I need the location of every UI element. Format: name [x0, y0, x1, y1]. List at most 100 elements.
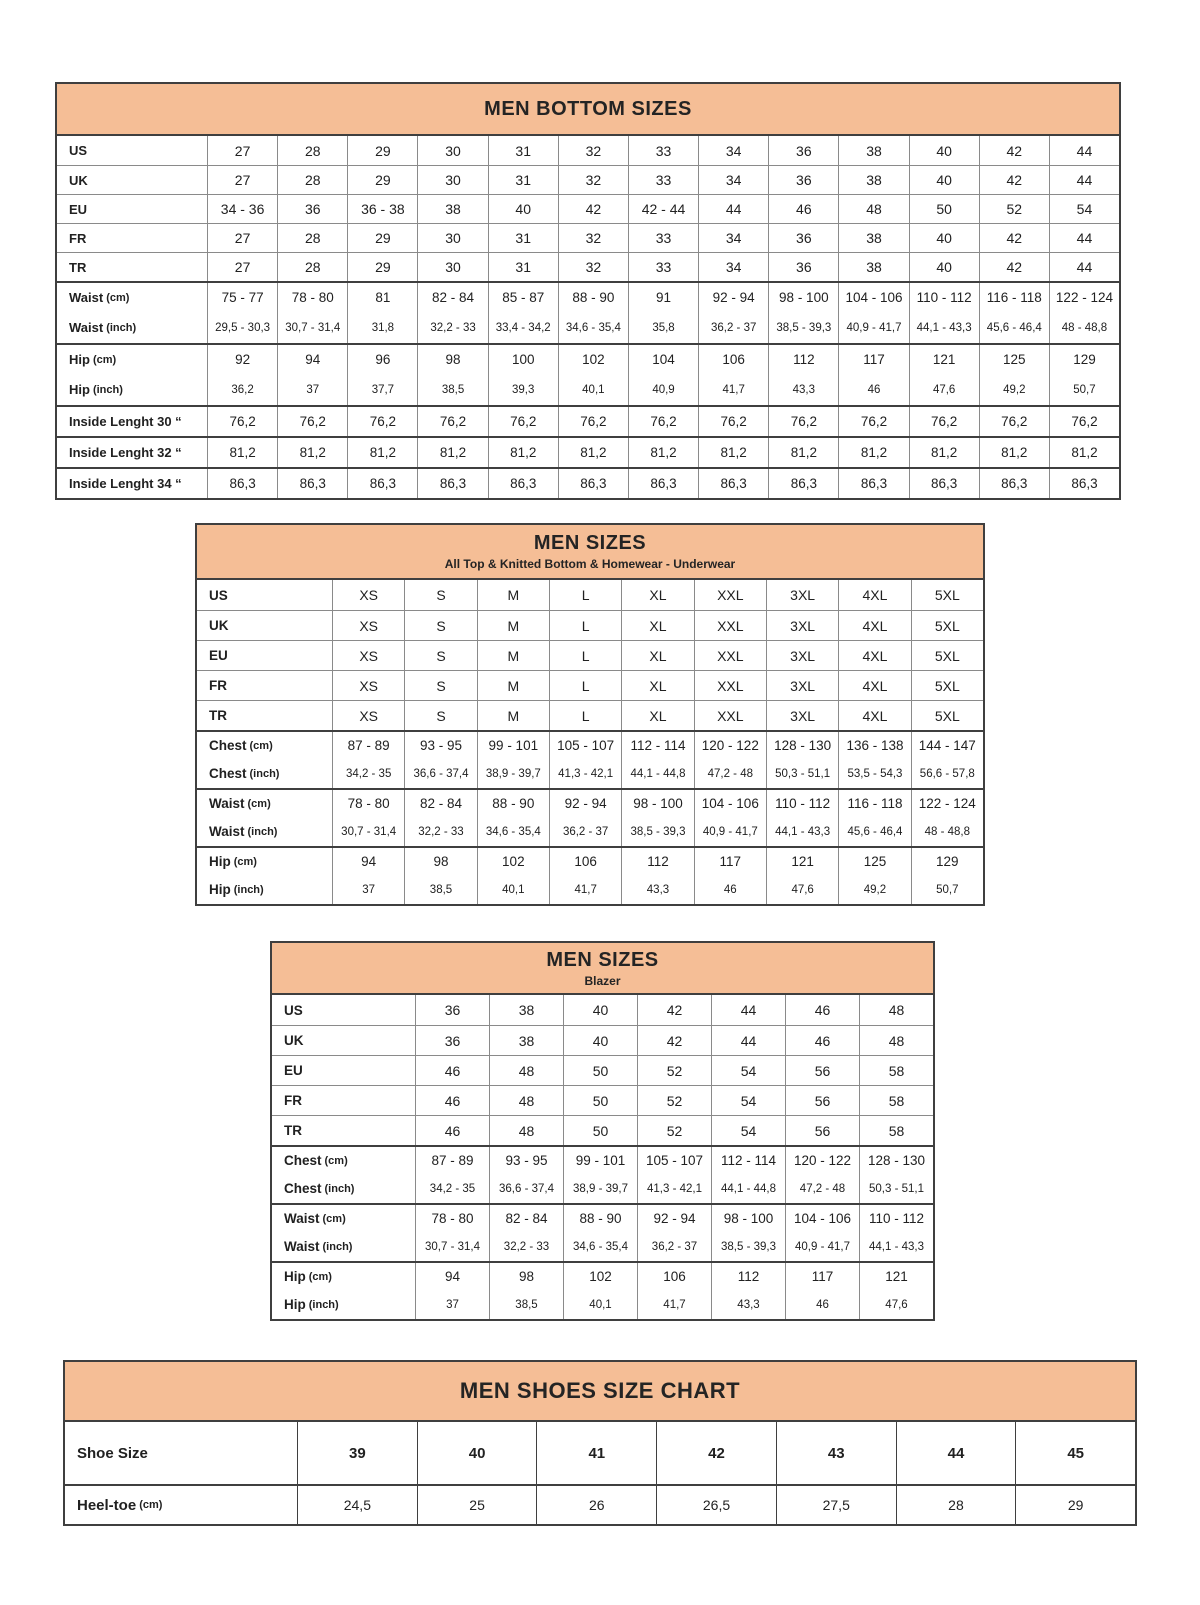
row-label: FR [69, 230, 87, 246]
cell-value: 76,2 [838, 407, 908, 436]
cell-value: 46 [785, 1290, 859, 1319]
cell-value: 86,3 [908, 469, 979, 498]
cell-value: 136 - 138 [838, 732, 910, 759]
cell-value: 81,2 [838, 438, 908, 467]
cell-value: 30 [417, 166, 487, 194]
cell-value: 46 [785, 1026, 859, 1055]
cell-value: 76,2 [487, 407, 558, 436]
cell-value: 38 [489, 1026, 563, 1055]
cell-value: S [404, 671, 476, 700]
cell-value: 36 [768, 224, 838, 252]
cell-value: 112 [768, 345, 838, 374]
cell-value: 26 [536, 1486, 656, 1524]
table-row: Hip (cm) 92 94 96 98 100 102 104 106 112 117 121 125 1… [57, 343, 1119, 374]
cell-value: 30,7 - 31,4 [415, 1232, 489, 1261]
row-label: US [209, 587, 228, 603]
table-rows: Shoe Size 39 40 41 42 43 44 45 Heel-toe (cm) 24,5 2… [65, 1422, 1135, 1524]
cell-value: 98 [404, 848, 476, 875]
cell-value: XS [332, 671, 404, 700]
cell-value: 110 - 112 [908, 283, 979, 312]
cell-value: 31 [487, 224, 558, 252]
cell-value: 36,2 - 37 [698, 312, 768, 343]
cell-value: 30 [417, 136, 487, 165]
table-subtitle: Blazer [584, 973, 621, 988]
cell-value: 42 [978, 166, 1049, 194]
cell-value: 27 [207, 136, 277, 165]
cell-value: 81,2 [908, 438, 979, 467]
cell-value: 86,3 [768, 469, 838, 498]
cell-value: 40,1 [557, 374, 628, 405]
cell-value: 48 [838, 195, 908, 223]
cell-value: 122 - 124 [910, 790, 983, 817]
cell-value: 46 [415, 1116, 489, 1145]
cell-value: 50,7 [910, 875, 983, 904]
row-label: UK [284, 1033, 304, 1048]
cell-value: S [404, 641, 476, 670]
cell-value: 44 [698, 195, 768, 223]
cell-value: 105 - 107 [548, 732, 621, 759]
cell-value: 96 [347, 345, 417, 374]
row-label: UK [209, 618, 229, 633]
cell-value: 5XL [910, 641, 983, 670]
cell-value: 44 [1048, 136, 1119, 165]
cell-value: 42 [557, 195, 628, 223]
cell-value: 92 - 94 [637, 1205, 711, 1232]
row-label: FR [284, 1093, 302, 1108]
cell-value: 47,2 - 48 [785, 1174, 859, 1203]
cell-value: 56 [785, 1086, 859, 1115]
cell-value: 5XL [910, 611, 983, 640]
cell-value: 86,3 [417, 469, 487, 498]
table-title: MEN SHOES SIZE CHART [459, 1378, 741, 1403]
cell-value: 38,5 [489, 1290, 563, 1319]
row-label: TR [69, 259, 87, 275]
cell-value: 41 [536, 1422, 656, 1484]
cell-value: 3XL [765, 641, 838, 670]
cell-value: 42 [637, 995, 711, 1025]
table-row: UK 36 38 40 42 44 46 48 [272, 1025, 933, 1055]
table-header: MEN BOTTOM SIZES [57, 84, 1119, 136]
cell-value: 121 [859, 1263, 933, 1290]
table-header: MEN SHOES SIZE CHART [65, 1362, 1135, 1422]
cell-value: 49,2 [838, 875, 910, 904]
row-label: UK [69, 172, 88, 188]
table-row: Waist (cm) 78 - 80 82 - 84 88 - 90 92 - 94 98 … [197, 788, 983, 817]
cell-value: 48 [859, 995, 933, 1025]
cell-value: 106 [548, 848, 621, 875]
cell-value: 37 [277, 374, 347, 405]
cell-value: 88 - 90 [476, 790, 549, 817]
cell-value: 81,2 [347, 438, 417, 467]
cell-value: 112 - 114 [711, 1147, 785, 1174]
cell-value: 129 [910, 848, 983, 875]
cell-value: 40,9 - 41,7 [838, 312, 908, 343]
cell-value: 91 [627, 283, 698, 312]
cell-value: L [548, 611, 621, 640]
cell-value: 98 - 100 [768, 283, 838, 312]
cell-value: 81,2 [627, 438, 698, 467]
cell-value: 48 [859, 1026, 933, 1055]
table-row: TR 46 48 50 52 54 56 58 [272, 1115, 933, 1145]
cell-value: 56 [785, 1116, 859, 1145]
cell-value: XXL [693, 580, 766, 610]
table-row: US 27 28 29 30 31 32 33 34 36 38 40 42 44 [57, 136, 1119, 165]
table-row: Chest (cm) 87 - 89 93 - 95 99 - 101 105 - 107… [197, 730, 983, 759]
cell-value: 86,3 [487, 469, 558, 498]
table-row: Hip (cm) 94 98 102 106 112 117 121 125 129 [197, 846, 983, 875]
cell-value: 42 [978, 253, 1049, 281]
cell-value: XS [332, 611, 404, 640]
table-row: Hip (inch) 37 38,5 40,1 41,7 43,3 46 47,6 49,2 50,… [197, 875, 983, 904]
cell-value: 82 - 84 [489, 1205, 563, 1232]
table-row: Shoe Size 39 40 41 42 43 44 45 [65, 1422, 1135, 1484]
table-row: Inside Lenght 34 “86,3 86,3 86,3 86,3 86,3 86… [57, 467, 1119, 498]
cell-value: 76,2 [978, 407, 1049, 436]
cell-value: 106 [698, 345, 768, 374]
cell-value: 46 [415, 1086, 489, 1115]
cell-value: 52 [637, 1086, 711, 1115]
cell-value: 44,1 - 43,3 [908, 312, 979, 343]
row-label: Waist (cm) [69, 290, 130, 305]
cell-value: 122 - 124 [1048, 283, 1119, 312]
cell-value: 81,2 [207, 438, 277, 467]
cell-value: 88 - 90 [563, 1205, 637, 1232]
cell-value: 99 - 101 [476, 732, 549, 759]
cell-value: M [476, 671, 549, 700]
cell-value: 35,8 [627, 312, 698, 343]
